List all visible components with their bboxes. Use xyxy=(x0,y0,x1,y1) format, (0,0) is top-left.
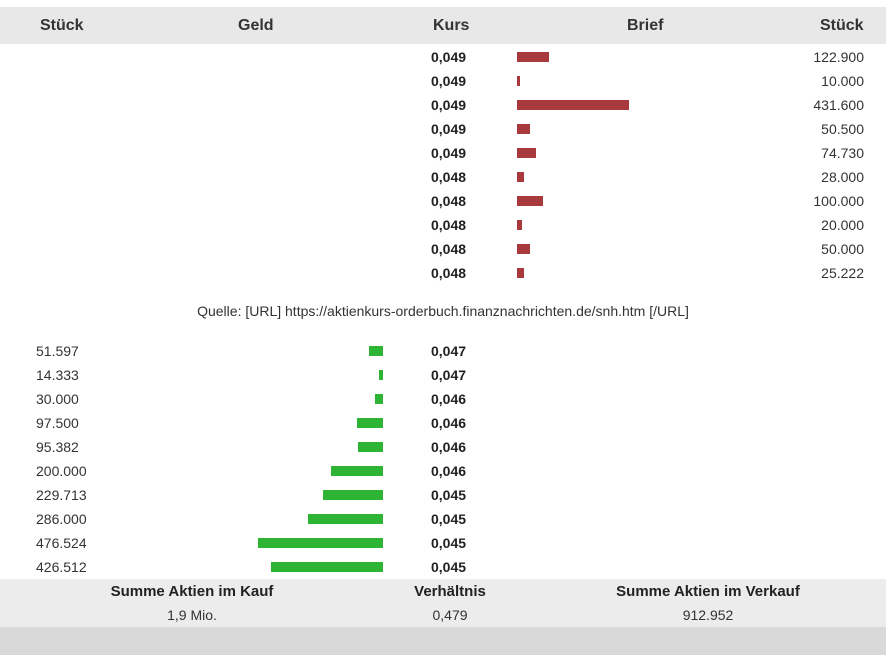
header-geld: Geld xyxy=(238,17,274,34)
header-kurs: Kurs xyxy=(433,17,470,34)
buy-sum-value: 1,9 Mio. xyxy=(167,607,217,623)
bid-quantity: 229.713 xyxy=(36,487,87,503)
bid-price: 0,046 xyxy=(431,415,467,431)
ask-price: 0,049 xyxy=(431,121,467,137)
bid-volume-bar xyxy=(331,466,383,476)
header-stueck-right: Stück xyxy=(820,17,864,34)
ask-row: 0,049 10.000 xyxy=(0,69,886,93)
ask-volume-bar xyxy=(517,196,543,206)
ask-row: 0,049 431.600 xyxy=(0,93,886,117)
bid-quantity: 14.333 xyxy=(36,367,79,383)
bid-volume-bar xyxy=(323,490,383,500)
ask-volume-bar xyxy=(517,220,522,230)
bid-volume-bar xyxy=(375,394,383,404)
ask-price: 0,049 xyxy=(431,49,467,65)
ask-quantity: 50.000 xyxy=(821,241,864,257)
header-brief: Brief xyxy=(627,17,664,34)
bid-price: 0,047 xyxy=(431,367,467,383)
bid-price: 0,045 xyxy=(431,487,467,503)
summary-panel: Summe Aktien im Kauf 1,9 Mio. Verhältnis… xyxy=(0,579,886,627)
ask-price: 0,048 xyxy=(431,193,467,209)
ask-quantity: 28.000 xyxy=(821,169,864,185)
bid-row: 30.000 0,046 xyxy=(0,387,886,411)
ask-quantity: 431.600 xyxy=(813,97,864,113)
ask-row: 0,048 25.222 xyxy=(0,261,886,285)
ask-quantity: 74.730 xyxy=(821,145,864,161)
bid-price: 0,045 xyxy=(431,511,467,527)
ask-price: 0,048 xyxy=(431,265,467,281)
bid-quantity: 30.000 xyxy=(36,391,79,407)
ask-price: 0,049 xyxy=(431,97,467,113)
buy-sum-label: Summe Aktien im Kauf xyxy=(110,583,274,600)
ask-volume-bar xyxy=(517,244,530,254)
ask-row: 0,049 122.900 xyxy=(0,45,886,69)
ask-quantity: 50.500 xyxy=(821,121,864,137)
bid-row: 426.512 0,045 xyxy=(0,555,886,579)
ask-volume-bar xyxy=(517,172,524,182)
bid-quantity: 286.000 xyxy=(36,511,87,527)
bid-row: 97.500 0,046 xyxy=(0,411,886,435)
sell-sum-label: Summe Aktien im Verkauf xyxy=(616,583,800,600)
bid-row: 229.713 0,045 xyxy=(0,483,886,507)
bid-quantity: 51.597 xyxy=(36,343,79,359)
orderbook-header: Stück Geld Kurs Brief Stück xyxy=(0,7,886,44)
bid-quantity: 426.512 xyxy=(36,559,87,575)
ratio-label: Verhältnis xyxy=(414,583,486,600)
bid-quantity: 97.500 xyxy=(36,415,79,431)
bid-row: 51.597 0,047 xyxy=(0,339,886,363)
ask-volume-bar xyxy=(517,100,629,110)
bid-row: 286.000 0,045 xyxy=(0,507,886,531)
bid-volume-bar xyxy=(357,418,383,428)
source-line: Quelle: [URL] https://aktienkurs-orderbu… xyxy=(197,303,689,319)
ask-price: 0,049 xyxy=(431,145,467,161)
footer-bar xyxy=(0,627,886,655)
ask-volume-bar xyxy=(517,124,530,134)
bid-volume-bar xyxy=(308,514,383,524)
bid-price: 0,046 xyxy=(431,439,467,455)
bid-price: 0,046 xyxy=(431,391,467,407)
bid-volume-bar xyxy=(271,562,383,572)
ask-quantity: 100.000 xyxy=(813,193,864,209)
bid-price: 0,047 xyxy=(431,343,467,359)
ratio-value: 0,479 xyxy=(432,607,468,623)
ask-quantity: 122.900 xyxy=(813,49,864,65)
sell-sum-value: 912.952 xyxy=(682,607,734,623)
ask-price: 0,048 xyxy=(431,169,467,185)
ask-row: 0,048 20.000 xyxy=(0,213,886,237)
bid-row: 14.333 0,047 xyxy=(0,363,886,387)
bid-quantity: 200.000 xyxy=(36,463,87,479)
bid-volume-bar xyxy=(358,442,383,452)
ask-quantity: 20.000 xyxy=(821,217,864,233)
ask-price: 0,048 xyxy=(431,241,467,257)
ask-volume-bar xyxy=(517,148,536,158)
ask-row: 0,049 74.730 xyxy=(0,141,886,165)
bid-price: 0,045 xyxy=(431,535,467,551)
ask-price: 0,049 xyxy=(431,73,467,89)
ask-volume-bar xyxy=(517,52,549,62)
ask-row: 0,048 50.000 xyxy=(0,237,886,261)
bid-row: 476.524 0,045 xyxy=(0,531,886,555)
bid-quantity: 476.524 xyxy=(36,535,87,551)
ask-volume-bar xyxy=(517,76,520,86)
bid-row: 200.000 0,046 xyxy=(0,459,886,483)
ask-row: 0,049 50.500 xyxy=(0,117,886,141)
bid-row: 95.382 0,046 xyxy=(0,435,886,459)
ask-price: 0,048 xyxy=(431,217,467,233)
bid-price: 0,045 xyxy=(431,559,467,575)
bid-volume-bar xyxy=(379,370,383,380)
ask-volume-bar xyxy=(517,268,524,278)
bid-quantity: 95.382 xyxy=(36,439,79,455)
bid-volume-bar xyxy=(258,538,383,548)
header-stueck-left: Stück xyxy=(40,17,84,34)
ask-row: 0,048 28.000 xyxy=(0,165,886,189)
ask-quantity: 25.222 xyxy=(821,265,864,281)
bid-volume-bar xyxy=(369,346,383,356)
ask-row: 0,048 100.000 xyxy=(0,189,886,213)
ask-quantity: 10.000 xyxy=(821,73,864,89)
bid-price: 0,046 xyxy=(431,463,467,479)
